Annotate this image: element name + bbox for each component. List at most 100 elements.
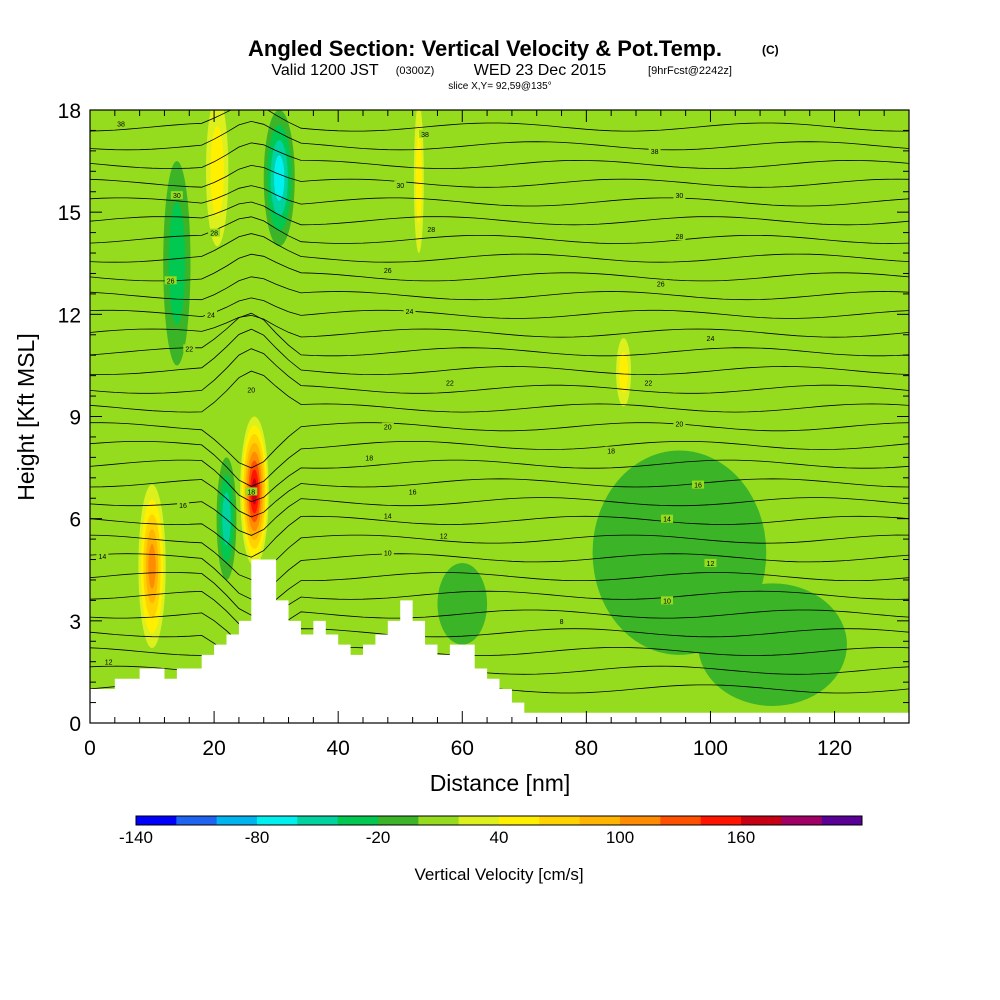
contour-label-bg [363, 453, 376, 462]
contour-label-bg [661, 514, 674, 523]
contour-label-bg [96, 552, 109, 561]
velocity-band [148, 544, 156, 589]
contour-label-bg [164, 276, 177, 285]
colorbar-swatch [821, 816, 863, 825]
contour-label-bg [642, 378, 655, 387]
colorbar-swatch [660, 816, 701, 825]
contour-label-bg [661, 596, 674, 605]
contour-label-bg [605, 446, 618, 455]
contour-line [90, 297, 909, 319]
colorbar-swatch [378, 816, 419, 825]
x-tick-label: 120 [817, 737, 852, 760]
colorbar-swatch [620, 816, 661, 825]
contour-line [90, 120, 909, 151]
contour-label: 24 [707, 336, 715, 343]
plot-area: 3830282624222018161412383028262422201816… [58, 100, 910, 760]
contour-label: 18 [247, 489, 255, 496]
colorbar-swatch [458, 816, 500, 825]
contour-line [90, 216, 909, 244]
colorbar-tick-label: 40 [490, 828, 509, 847]
x-tick-label: 0 [84, 737, 96, 760]
contour-line [90, 185, 909, 207]
y-axis-label: Height [Kft MSL] [13, 333, 39, 500]
contour-label-bg [183, 344, 196, 353]
contour-label: 18 [607, 449, 615, 456]
slice-info: slice X,Y= 92,59@135° [448, 81, 551, 92]
contour-label: 12 [707, 561, 715, 568]
contour-label: 8 [560, 619, 564, 626]
velocity-feature-7 [413, 110, 424, 254]
contour-line [90, 164, 909, 188]
contour-line [90, 233, 909, 263]
contour-label-bg [437, 531, 450, 540]
contour-label: 30 [173, 193, 181, 200]
colorbar-tick-label: 160 [727, 828, 755, 847]
valid-date: WED 23 Dec 2015 [474, 62, 607, 79]
contour-label-bg [115, 119, 128, 128]
contour-label: 38 [421, 132, 429, 139]
contour-label-bg [654, 279, 667, 288]
contour-label: 16 [694, 483, 702, 490]
contour-label-bg [208, 228, 221, 237]
x-tick-label: 100 [693, 737, 728, 760]
contour-label-bg [102, 657, 115, 666]
velocity-band [437, 562, 488, 645]
velocity-feature-5 [263, 110, 295, 247]
contour-label: 30 [396, 183, 404, 190]
contour-line [90, 253, 909, 282]
contour-label-bg [381, 266, 394, 275]
contour-line [90, 276, 909, 301]
contour-line [90, 312, 909, 357]
contour-label-bg [406, 487, 419, 496]
contour-label: 20 [676, 421, 684, 428]
colorbar-frame [135, 815, 863, 826]
contour-line [90, 370, 909, 413]
x-axis-label: Distance [nm] [430, 770, 571, 796]
valid-zulu: (0300Z) [396, 65, 435, 77]
contour-label: 20 [247, 387, 255, 394]
contour-label: 24 [406, 309, 414, 316]
contour-line [90, 110, 909, 132]
chart-title-unit: (C) [762, 43, 779, 57]
contour-label: 26 [167, 278, 175, 285]
y-tick-label: 6 [69, 509, 81, 532]
contour-line [90, 590, 909, 631]
contour-label: 16 [179, 503, 187, 510]
velocity-band [222, 492, 231, 545]
contour-label-bg [419, 129, 432, 138]
contour-line [90, 142, 909, 169]
contour-label: 22 [446, 380, 454, 387]
contour-label: 28 [676, 234, 684, 241]
contour-line [90, 201, 909, 226]
contour-label-bg [555, 616, 568, 625]
contour-line [90, 515, 909, 558]
colorbar-swatch [539, 816, 580, 825]
velocity-feature-2 [206, 110, 229, 247]
contour-line [90, 553, 909, 600]
x-tick-label: 20 [202, 737, 225, 760]
contour-label-bg [394, 180, 407, 189]
contour-label-bg [648, 146, 661, 155]
velocity-band [698, 583, 847, 706]
x-tick-label: 80 [575, 737, 598, 760]
contour-line [90, 497, 909, 536]
contour-label: 38 [651, 149, 659, 156]
velocity-feature-3 [163, 161, 191, 366]
velocity-band [168, 201, 186, 325]
velocity-feature-0 [138, 484, 166, 649]
contour-label: 14 [99, 554, 107, 561]
colorbar-title: Vertical Velocity [cm/s] [414, 865, 583, 884]
contour-label: 30 [676, 193, 684, 200]
contour-label: 26 [657, 282, 665, 289]
x-tick-label: 60 [451, 737, 474, 760]
contour-line [90, 572, 909, 616]
contour-label-bg [245, 385, 258, 394]
colorbar-swatch [136, 816, 177, 825]
y-tick-label: 9 [69, 407, 81, 430]
contour-label-bg [673, 191, 686, 200]
y-tick-label: 3 [69, 611, 81, 634]
colorbar-tick-label: -140 [119, 828, 153, 847]
chart-title: Angled Section: Vertical Velocity & Pot.… [248, 36, 722, 61]
colorbar-swatch [741, 816, 782, 825]
